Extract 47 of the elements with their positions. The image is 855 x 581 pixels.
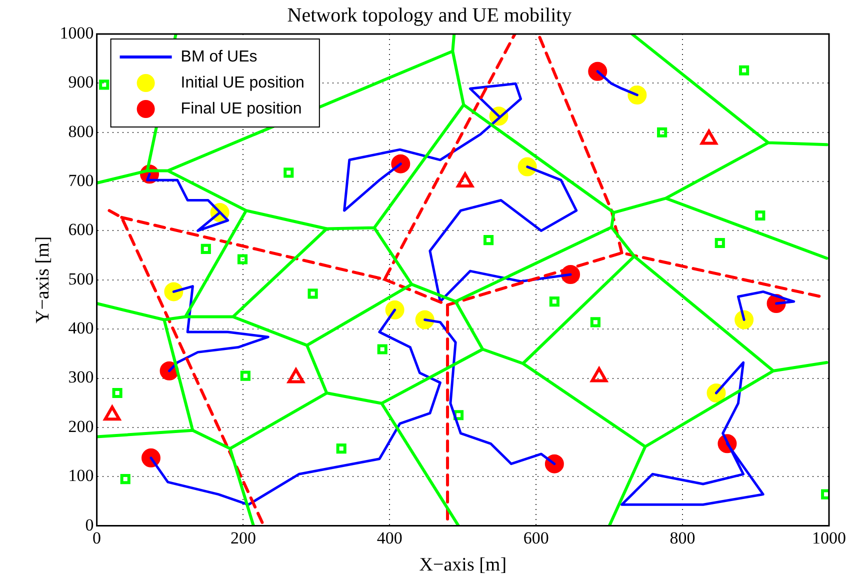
y-tick-label: 900: [68, 72, 94, 92]
x-axis-title: X−axis [m]: [419, 554, 507, 576]
y-tick-label: 300: [68, 368, 94, 387]
point: [240, 370, 250, 381]
point: [544, 454, 564, 474]
point: [590, 317, 600, 328]
point: [739, 65, 750, 76]
y-tick-label: 700: [68, 171, 94, 190]
point: [308, 288, 318, 299]
chart-title: Network topology and UE mobility: [287, 4, 572, 26]
legend-label: Final UE position: [180, 100, 302, 118]
point: [164, 282, 184, 302]
point: [99, 80, 110, 90]
point: [714, 238, 725, 248]
point: [141, 448, 160, 468]
point: [657, 127, 668, 138]
point: [284, 168, 294, 178]
point: [385, 300, 404, 320]
y-tick-label: 200: [68, 416, 94, 436]
point: [120, 474, 130, 484]
x-tick-label: 800: [670, 528, 696, 548]
point: [628, 85, 647, 104]
point: [200, 244, 211, 254]
y-tick-label: 100: [68, 466, 94, 486]
point: [112, 388, 122, 398]
y-tick-label: 1000: [60, 23, 94, 42]
point: [734, 310, 754, 330]
x-tick-label: 400: [376, 528, 402, 548]
x-tick-label: 200: [230, 528, 256, 548]
point: [755, 210, 766, 221]
legend-label: Initial UE position: [180, 74, 304, 92]
point: [588, 62, 608, 81]
point: [336, 444, 346, 454]
x-tick-label: 1000: [812, 528, 846, 548]
y-tick-label: 500: [68, 269, 94, 288]
y-tick-label: 600: [68, 220, 94, 240]
point: [549, 296, 560, 307]
y-tick-label: 400: [68, 318, 94, 338]
y-tick-label: 800: [68, 122, 94, 141]
legend-label: BM of UEs: [180, 48, 258, 66]
point: [483, 235, 494, 246]
point: [415, 310, 434, 330]
point: [377, 344, 388, 354]
y-axis-title: Y−axis [m]: [32, 236, 54, 324]
point: [237, 254, 248, 264]
x-tick-label: 600: [523, 528, 549, 548]
y-tick-label: 0: [85, 515, 94, 534]
